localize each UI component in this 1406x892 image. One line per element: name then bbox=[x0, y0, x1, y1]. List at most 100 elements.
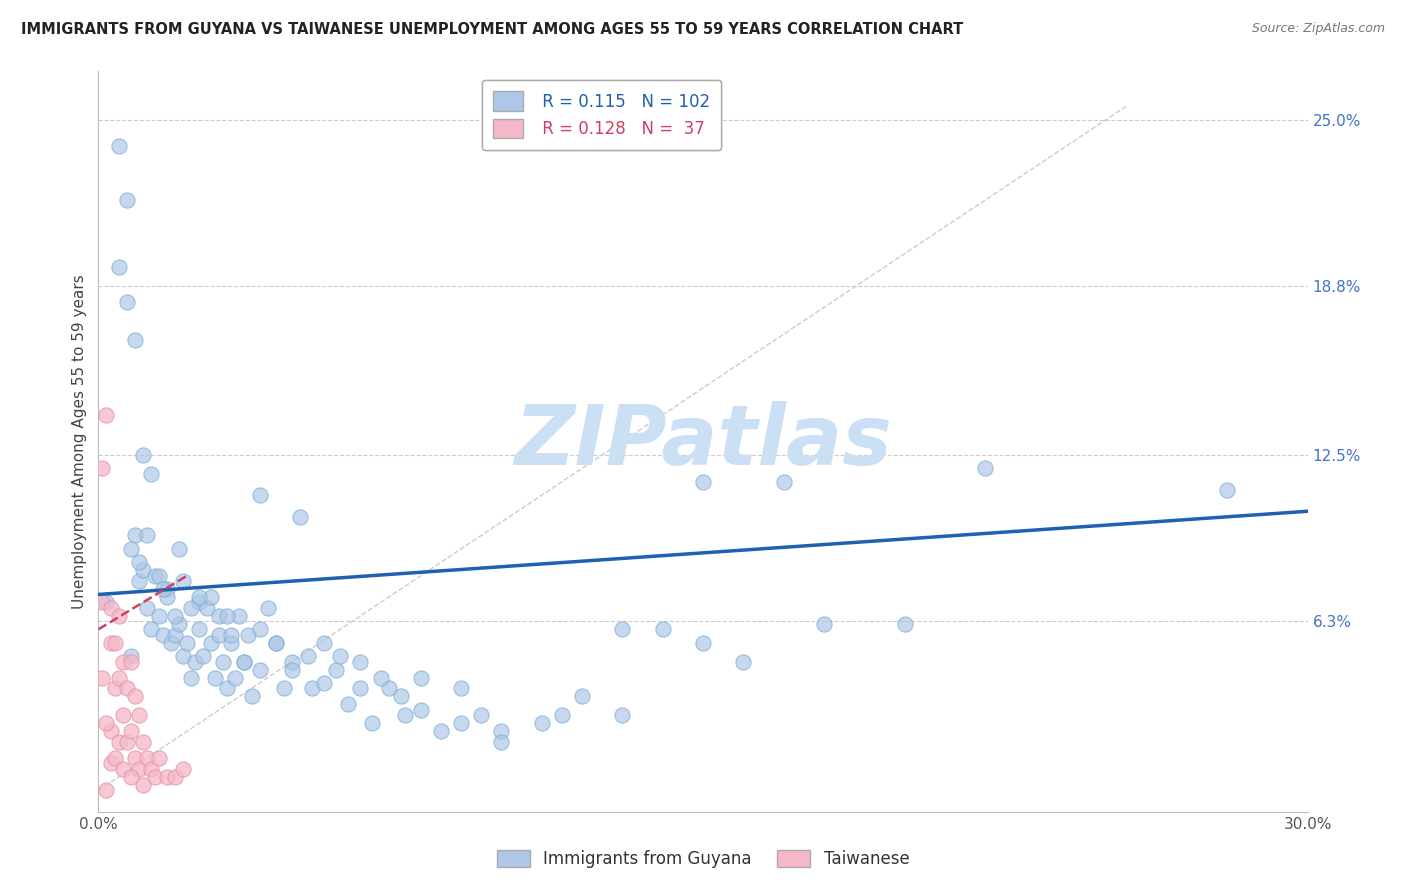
Point bbox=[409, 671, 432, 685]
Point bbox=[389, 690, 412, 704]
Point bbox=[111, 655, 134, 669]
Point bbox=[329, 649, 352, 664]
Point bbox=[100, 600, 122, 615]
Point bbox=[377, 681, 399, 696]
Point bbox=[288, 509, 311, 524]
Text: ZIPatlas: ZIPatlas bbox=[515, 401, 891, 482]
Point bbox=[188, 590, 211, 604]
Point bbox=[156, 582, 179, 596]
Point bbox=[120, 770, 142, 784]
Point bbox=[361, 716, 384, 731]
Point bbox=[208, 608, 231, 623]
Point bbox=[409, 703, 432, 717]
Point bbox=[135, 528, 157, 542]
Point bbox=[349, 655, 371, 669]
Point bbox=[224, 671, 246, 685]
Point bbox=[115, 193, 138, 207]
Point bbox=[120, 655, 142, 669]
Point bbox=[96, 408, 118, 422]
Point bbox=[200, 636, 222, 650]
Point bbox=[107, 735, 129, 749]
Point bbox=[156, 590, 179, 604]
Point bbox=[132, 448, 155, 462]
Point bbox=[172, 649, 194, 664]
Point bbox=[200, 590, 222, 604]
Point bbox=[297, 649, 319, 664]
Point bbox=[217, 608, 239, 623]
Point bbox=[221, 628, 243, 642]
Point bbox=[160, 636, 183, 650]
Point bbox=[204, 671, 226, 685]
Y-axis label: Unemployment Among Ages 55 to 59 years: Unemployment Among Ages 55 to 59 years bbox=[72, 274, 87, 609]
Point bbox=[176, 636, 198, 650]
Point bbox=[103, 681, 125, 696]
Point bbox=[120, 649, 142, 664]
Point bbox=[370, 671, 392, 685]
Point bbox=[139, 623, 162, 637]
Point bbox=[100, 636, 122, 650]
Point bbox=[249, 663, 271, 677]
Point bbox=[148, 608, 170, 623]
Point bbox=[232, 655, 254, 669]
Point bbox=[96, 595, 118, 609]
Point bbox=[893, 616, 915, 631]
Point bbox=[264, 636, 287, 650]
Point bbox=[107, 260, 129, 275]
Point bbox=[128, 555, 150, 569]
Point bbox=[264, 636, 287, 650]
Point bbox=[128, 574, 150, 588]
Point bbox=[470, 708, 492, 723]
Point bbox=[120, 541, 142, 556]
Point bbox=[111, 708, 134, 723]
Point bbox=[115, 681, 138, 696]
Point bbox=[124, 751, 146, 765]
Point bbox=[530, 716, 553, 731]
Point bbox=[349, 681, 371, 696]
Point bbox=[148, 751, 170, 765]
Point bbox=[212, 655, 235, 669]
Point bbox=[450, 716, 472, 731]
Point bbox=[612, 708, 634, 723]
Point bbox=[124, 528, 146, 542]
Point bbox=[180, 600, 202, 615]
Point bbox=[124, 333, 146, 347]
Point bbox=[100, 724, 122, 739]
Point bbox=[180, 671, 202, 685]
Point bbox=[551, 708, 574, 723]
Point bbox=[281, 655, 304, 669]
Point bbox=[1216, 483, 1239, 497]
Point bbox=[195, 600, 218, 615]
Point bbox=[91, 461, 114, 475]
Point bbox=[91, 595, 114, 609]
Point bbox=[249, 488, 271, 502]
Point bbox=[132, 778, 155, 792]
Point bbox=[156, 770, 179, 784]
Point bbox=[491, 735, 513, 749]
Point bbox=[163, 628, 186, 642]
Point bbox=[132, 563, 155, 577]
Point bbox=[128, 762, 150, 776]
Point bbox=[394, 708, 416, 723]
Legend:  R = 0.115   N = 102,  R = 0.128   N =  37: R = 0.115 N = 102, R = 0.128 N = 37 bbox=[482, 79, 721, 150]
Point bbox=[236, 628, 259, 642]
Point bbox=[571, 690, 593, 704]
Point bbox=[172, 574, 194, 588]
Point bbox=[91, 671, 114, 685]
Point bbox=[314, 676, 336, 690]
Point bbox=[188, 623, 211, 637]
Point bbox=[143, 568, 166, 582]
Point bbox=[430, 724, 453, 739]
Point bbox=[163, 608, 186, 623]
Point bbox=[240, 690, 263, 704]
Point bbox=[139, 762, 162, 776]
Text: IMMIGRANTS FROM GUYANA VS TAIWANESE UNEMPLOYMENT AMONG AGES 55 TO 59 YEARS CORRE: IMMIGRANTS FROM GUYANA VS TAIWANESE UNEM… bbox=[21, 22, 963, 37]
Point bbox=[337, 698, 360, 712]
Point bbox=[232, 655, 254, 669]
Point bbox=[314, 636, 336, 650]
Point bbox=[325, 663, 347, 677]
Point bbox=[188, 595, 211, 609]
Point bbox=[107, 671, 129, 685]
Point bbox=[143, 770, 166, 784]
Point bbox=[491, 724, 513, 739]
Point bbox=[273, 681, 295, 696]
